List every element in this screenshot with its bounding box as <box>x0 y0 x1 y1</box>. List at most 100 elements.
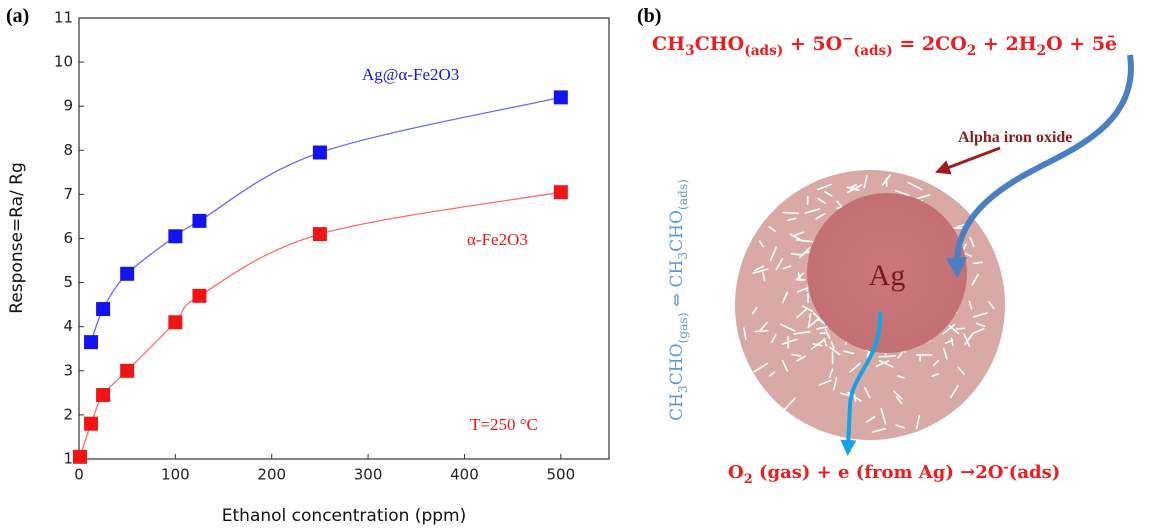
texture-dash <box>787 217 797 222</box>
arrow <box>946 54 1134 279</box>
texture-dash <box>775 257 784 271</box>
texture-dash <box>743 327 747 341</box>
texture-dash <box>897 375 905 379</box>
texture-dash <box>881 174 891 186</box>
texture-dash <box>824 328 831 340</box>
formula-part: + 2H <box>976 33 1036 55</box>
formula-part: O <box>728 462 744 483</box>
y-tick-label: 5 <box>63 273 73 291</box>
arrow <box>934 146 1001 175</box>
x-axis-label: Ethanol concentration (ppm) <box>222 506 466 526</box>
texture-dash <box>782 211 800 215</box>
texture-dash <box>830 341 835 349</box>
texture-dash <box>968 300 973 310</box>
texture-dash <box>863 175 868 189</box>
data-point <box>192 288 207 303</box>
texture-dash <box>807 318 819 329</box>
texture-dash <box>878 355 896 358</box>
formula-part: 2 <box>1037 43 1047 59</box>
x-tick-label: 500 <box>546 466 575 484</box>
texture-dash <box>828 368 834 378</box>
texture-dash <box>795 239 813 243</box>
texture-dash <box>817 197 827 204</box>
formula-part: CHO <box>667 210 687 252</box>
data-point <box>168 315 183 330</box>
x-tick-label: 300 <box>354 466 383 484</box>
texture-dash <box>754 329 769 333</box>
texture-dash <box>846 184 863 194</box>
texture-dash <box>752 306 758 315</box>
texture-dash <box>987 301 995 310</box>
formula-part: CH <box>667 393 687 421</box>
formula-part: (ads) <box>676 179 690 210</box>
texture-dash <box>817 183 832 191</box>
texture-dash <box>768 226 776 232</box>
texture-dash <box>753 362 769 373</box>
ag-core <box>807 193 967 353</box>
texture-dash <box>848 183 858 189</box>
y-tick-label: 4 <box>63 317 73 335</box>
texture-dash <box>915 415 921 430</box>
texture-dash <box>796 307 808 319</box>
texture-dash <box>816 325 830 330</box>
data-point <box>96 388 111 403</box>
texture-dash <box>895 396 903 405</box>
formula-part: + 5O <box>783 33 842 55</box>
texture-dash <box>781 359 789 372</box>
annotation: T=250 °C <box>470 415 538 434</box>
texture-dash <box>762 271 766 282</box>
texture-dash <box>963 333 971 347</box>
data-point <box>96 302 111 317</box>
data-point <box>553 90 568 105</box>
texture-dash <box>753 265 765 272</box>
formula-part: O + 5ē <box>1046 33 1117 55</box>
data-point <box>553 185 568 200</box>
texture-dash <box>828 346 841 356</box>
texture-dash <box>823 190 833 197</box>
texture-dash <box>783 397 797 411</box>
texture-dash <box>971 273 979 286</box>
texture-dash <box>932 359 940 367</box>
texture-dash <box>950 337 954 347</box>
formula-part: − <box>842 31 853 47</box>
texture-dash <box>810 339 824 350</box>
formula-part: (ads) <box>744 43 783 59</box>
texture-dash <box>769 246 778 262</box>
formula-part: - <box>1003 460 1008 475</box>
data-point <box>120 363 135 378</box>
panel-label: (a) <box>6 5 29 27</box>
texture-dash <box>780 323 796 332</box>
texture-dash <box>793 331 811 335</box>
plot-frame <box>78 17 610 460</box>
texture-dash <box>866 415 876 423</box>
data-point <box>72 449 87 464</box>
equation: CH3CHO(ads) + 5O−(ads) = 2CO2 + 2H2O + 5… <box>652 31 1117 59</box>
formula-part: 2 <box>967 43 977 59</box>
y-tick-label: 2 <box>63 405 73 423</box>
arrow <box>840 311 883 456</box>
y-tick-label: 10 <box>54 53 73 71</box>
texture-dash <box>781 338 798 345</box>
texture-dash <box>871 427 887 433</box>
data-point <box>312 227 327 242</box>
formula-part: 3 <box>676 252 690 260</box>
y-axis-label: Response=Ra/ Rg <box>7 162 27 313</box>
texture-dash <box>931 373 939 377</box>
texture-dash <box>758 321 768 332</box>
adsorption-equation: CH3CHO(gas) ⇔ CH3CHO(ads) <box>667 179 690 421</box>
formula-part: = 2CO <box>893 33 967 55</box>
texture-dash <box>969 236 975 248</box>
formula-part: CHO <box>695 33 745 55</box>
texture-dash <box>752 268 769 274</box>
series-label: Ag@α-Fe2O3 <box>362 65 459 84</box>
texture-dash <box>832 376 838 391</box>
panel-label: (b) <box>637 5 661 27</box>
texture-dash <box>875 360 890 367</box>
texture-dash <box>768 371 776 377</box>
formula-part: CHO <box>667 343 687 385</box>
x-tick-label: 200 <box>257 466 286 484</box>
texture-dash <box>944 339 954 344</box>
y-tick-label: 6 <box>63 229 73 247</box>
